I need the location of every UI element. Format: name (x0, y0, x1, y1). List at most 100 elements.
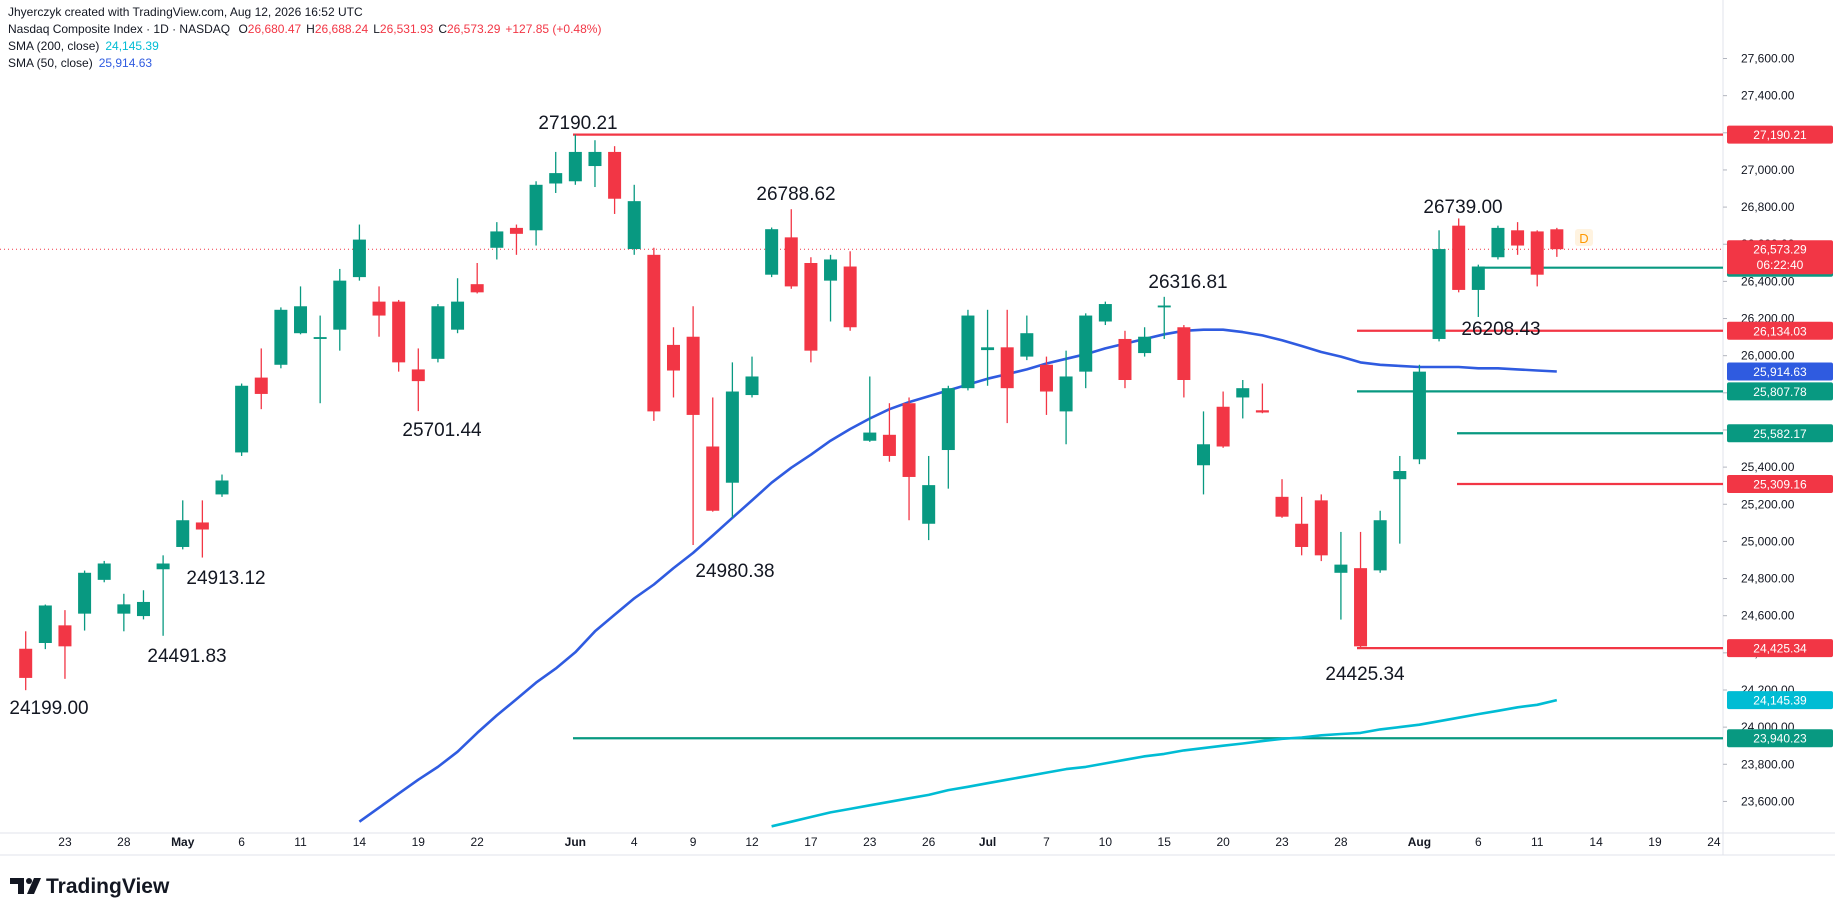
candle-body (1530, 231, 1544, 275)
candle-body (765, 229, 779, 275)
sma-line (771, 698, 1558, 828)
annotation: 24425.34 (1325, 664, 1405, 685)
candle-body (78, 572, 92, 614)
candle-body (961, 315, 975, 389)
x-tick-label: 23 (58, 835, 72, 849)
x-tick-label: 9 (690, 835, 697, 849)
x-tick-label: 11 (294, 835, 307, 849)
y-tick-label: 26,800.00 (1741, 200, 1795, 214)
x-tick-label: 24 (1707, 835, 1721, 849)
candle-body (1039, 364, 1053, 392)
level-label: 23,940.23 (1753, 732, 1807, 746)
candle-body (1275, 496, 1289, 517)
candle-body (215, 480, 229, 495)
candle-body (1295, 523, 1309, 547)
x-tick-label: 6 (1475, 835, 1482, 849)
candle-body (509, 227, 523, 234)
brand-name: TradingView (46, 875, 170, 898)
x-tick-label: 12 (745, 835, 759, 849)
candle-body (392, 301, 406, 363)
indicator-value: 24,145.39 (105, 39, 159, 53)
candle-body (686, 336, 700, 415)
sma-value-label: 24,145.39 (1753, 694, 1807, 708)
candle-body (627, 201, 641, 250)
candle-body (941, 388, 955, 451)
y-tick-label: 27,000.00 (1741, 163, 1795, 177)
candle-body (294, 306, 308, 334)
y-tick-label: 25,000.00 (1741, 534, 1795, 548)
candle-body (333, 280, 347, 330)
candle-body (863, 432, 877, 441)
x-tick-label: May (171, 835, 195, 849)
x-tick-label: 19 (412, 835, 426, 849)
level-label-box (1727, 474, 1833, 493)
indicator-legend: SMA (200, close) 24,145.39 SMA (50, close)… (8, 38, 601, 72)
candle-body (38, 605, 52, 643)
indicator-name: SMA (200, close) (8, 39, 100, 53)
candle-body (1197, 444, 1210, 466)
logo-mark (27, 878, 41, 894)
candle-body (1471, 266, 1485, 290)
x-tick-label: 28 (1334, 835, 1348, 849)
candle-body (451, 301, 465, 330)
y-tick-label: 23,600.00 (1741, 794, 1795, 808)
y-tick-label: 24,800.00 (1741, 572, 1795, 586)
indicator-name: SMA (50, close) (8, 56, 93, 70)
candle-body (1236, 388, 1250, 398)
y-tick-label: 25,400.00 (1741, 460, 1795, 474)
candle-body (1314, 500, 1328, 556)
candle-body (195, 522, 209, 530)
indicator-value: 25,914.63 (98, 56, 153, 70)
level-label-box (1727, 125, 1833, 144)
last-price-label: 26,573.29 (1753, 243, 1807, 257)
candle-body (411, 369, 425, 382)
x-tick-label: 28 (117, 835, 131, 849)
ohlc-key: H (306, 22, 315, 36)
candle-body (1452, 225, 1466, 290)
annotation: 26208.43 (1461, 319, 1540, 340)
candle-body (666, 344, 680, 371)
candle-body (1393, 471, 1407, 480)
level-label: 25,309.16 (1753, 477, 1807, 491)
level-label: 26,134.03 (1753, 324, 1807, 338)
ohlc-value: 26,573.29 (446, 22, 501, 36)
ohlc-key: O (238, 22, 248, 36)
x-tick-label: 23 (863, 835, 877, 849)
annotation: 25701.44 (402, 420, 482, 441)
level-label: 27,190.21 (1753, 128, 1807, 142)
last-price-box (1727, 240, 1833, 275)
candle-body (784, 237, 798, 287)
symbol-name[interactable]: Nasdaq Composite Index · 1D · NASDAQ (8, 22, 231, 36)
candle-body (1511, 230, 1525, 246)
sma-line (358, 328, 1557, 823)
candle-body (824, 259, 838, 281)
candle-body (647, 254, 661, 412)
y-tick-label: 23,800.00 (1741, 757, 1795, 771)
x-tick-label: 23 (1275, 835, 1289, 849)
indicator-row[interactable]: SMA (50, close) 25,914.63 (8, 55, 601, 72)
x-tick-label: Jul (979, 835, 996, 849)
candle-body (1079, 315, 1093, 372)
candle-body (1177, 327, 1191, 381)
indicator-row[interactable]: SMA (200, close) 24,145.39 (8, 38, 601, 55)
candle-body (568, 151, 582, 182)
y-tick-label: 27,600.00 (1741, 52, 1795, 66)
candle-body (1334, 564, 1348, 573)
event-marker: D (1579, 231, 1588, 246)
level-label: 25,582.17 (1753, 427, 1807, 441)
annotation: 26739.00 (1423, 197, 1502, 218)
sma-value-label: 25,914.63 (1753, 365, 1807, 379)
x-tick-label: Aug (1408, 835, 1431, 849)
candle-body (1373, 520, 1387, 571)
candle-body (549, 173, 563, 184)
logo-dot (26, 878, 32, 884)
x-tick-label: 15 (1158, 835, 1172, 849)
change-value: +127.85 (+0.48%) (505, 22, 602, 36)
level-label: 25,807.78 (1753, 385, 1807, 399)
plot-area (0, 133, 1723, 828)
ohlc-key: C (438, 22, 447, 36)
candle-body (1354, 568, 1368, 647)
candle-body (1216, 406, 1230, 447)
candle-body (608, 151, 622, 199)
level-label-box (1727, 382, 1833, 401)
